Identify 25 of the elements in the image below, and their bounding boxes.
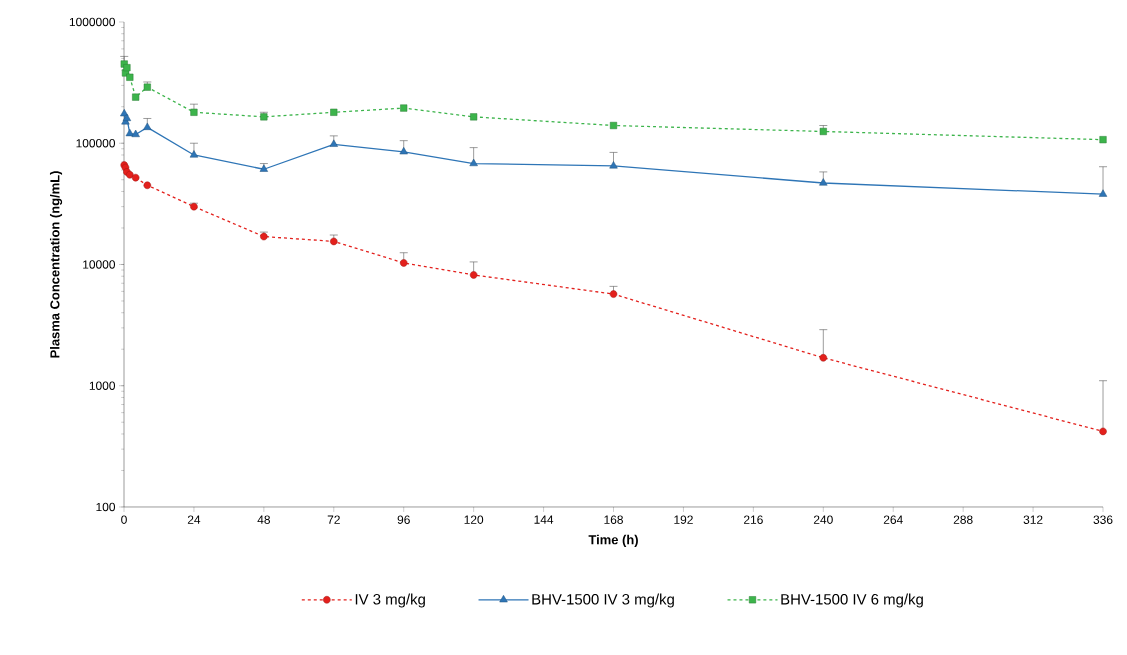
x-tick-label: 192 xyxy=(674,515,693,524)
x-tick-label: 336 xyxy=(1093,515,1113,524)
x-tick-label: 72 xyxy=(327,515,340,524)
legend-label: BHV-1500 IV 3 mg/kg xyxy=(532,593,674,608)
legend-label: IV 3 mg/kg xyxy=(355,593,425,608)
x-tick-label: 168 xyxy=(604,515,623,524)
legend-label: BHV-1500 IV 6 mg/kg xyxy=(781,593,923,608)
y-tick-label: 100000 xyxy=(76,139,116,148)
x-tick-label: 24 xyxy=(187,515,201,524)
x-tick-label: 144 xyxy=(534,515,554,524)
y-tick-label: 10000 xyxy=(83,260,116,269)
x-tick-label: 288 xyxy=(953,515,973,524)
x-tick-label: 216 xyxy=(743,515,763,524)
x-tick-label: 0 xyxy=(121,515,127,524)
x-tick-label: 312 xyxy=(1023,515,1043,524)
y-tick-label: 100 xyxy=(96,502,116,512)
x-tick-label: 264 xyxy=(883,515,903,524)
x-tick-label: 48 xyxy=(257,515,270,524)
x-tick-label: 240 xyxy=(813,515,833,524)
x-axis-title: Time (h) xyxy=(588,534,638,547)
x-tick-label: 120 xyxy=(464,515,484,524)
x-tick-label: 96 xyxy=(397,515,410,524)
y-axis-title: Plasma Concentration (ng/mL) xyxy=(49,171,63,358)
y-tick-label: 1000 xyxy=(89,381,116,390)
y-tick-label: 1000000 xyxy=(69,17,116,27)
